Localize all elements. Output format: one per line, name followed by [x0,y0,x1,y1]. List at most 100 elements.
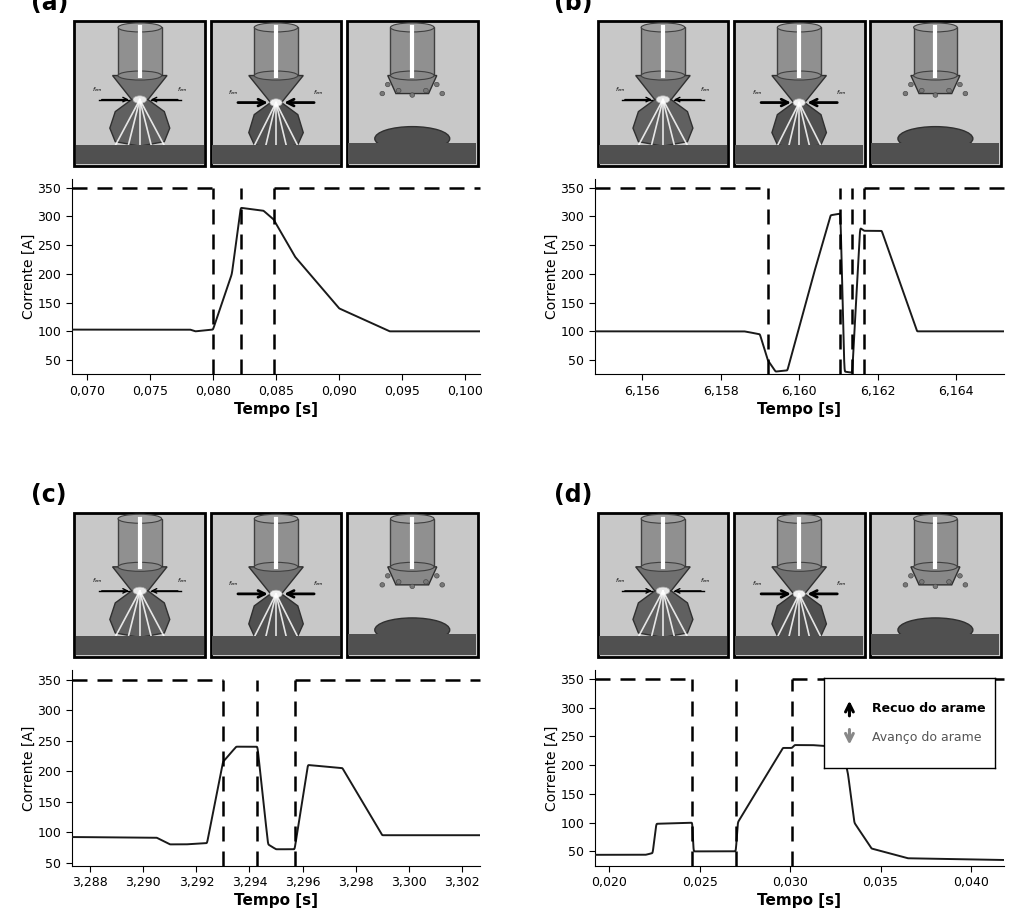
Ellipse shape [396,88,401,93]
Bar [598,21,728,166]
Ellipse shape [920,88,925,93]
Polygon shape [249,594,303,640]
Ellipse shape [410,93,415,98]
Bar [641,519,685,566]
X-axis label: Tempo [s]: Tempo [s] [757,402,841,417]
Ellipse shape [440,91,444,96]
Ellipse shape [390,514,434,523]
Ellipse shape [963,583,968,587]
Text: $f_{em}$: $f_{em}$ [699,85,711,94]
Ellipse shape [933,584,938,589]
Bar [347,513,477,657]
Polygon shape [110,99,170,146]
Text: (a): (a) [31,0,69,16]
Text: $f_{em}$: $f_{em}$ [752,579,762,588]
Bar [871,635,999,656]
Ellipse shape [777,71,821,80]
Polygon shape [113,566,167,591]
Ellipse shape [118,563,162,571]
Text: $f_{em}$: $f_{em}$ [615,576,626,585]
Bar [390,519,434,566]
Ellipse shape [946,579,951,584]
Ellipse shape [390,23,434,32]
Ellipse shape [777,514,821,523]
Text: $f_{em}$: $f_{em}$ [92,85,103,94]
Ellipse shape [913,514,957,523]
Ellipse shape [777,563,821,571]
Ellipse shape [946,88,951,93]
Ellipse shape [434,574,439,578]
X-axis label: Tempo [s]: Tempo [s] [234,893,318,908]
Text: $f_{em}$: $f_{em}$ [228,579,240,588]
Ellipse shape [118,71,162,80]
Text: $f_{em}$: $f_{em}$ [176,576,187,585]
Ellipse shape [380,91,385,96]
Bar [347,21,477,166]
Ellipse shape [913,563,957,571]
Ellipse shape [254,514,298,523]
Bar [348,143,476,164]
Text: $f_{em}$: $f_{em}$ [615,85,626,94]
Ellipse shape [118,514,162,523]
Ellipse shape [375,618,450,642]
Ellipse shape [656,96,670,103]
Bar [76,145,204,164]
Text: $f_{em}$: $f_{em}$ [176,85,187,94]
Ellipse shape [390,563,434,571]
Ellipse shape [793,590,805,598]
Polygon shape [772,566,826,594]
Bar [734,21,864,166]
Ellipse shape [898,126,973,151]
Bar [599,145,727,164]
Polygon shape [911,76,959,94]
Ellipse shape [920,579,925,584]
Ellipse shape [385,574,390,578]
Text: $f_{em}$: $f_{em}$ [699,576,711,585]
Ellipse shape [908,82,913,87]
Polygon shape [633,99,693,146]
Ellipse shape [375,126,450,151]
Y-axis label: Corrente [A]: Corrente [A] [545,234,559,320]
X-axis label: Tempo [s]: Tempo [s] [234,402,318,417]
Ellipse shape [898,618,973,642]
Bar [211,513,341,657]
Ellipse shape [913,71,957,80]
Ellipse shape [270,99,283,106]
X-axis label: Tempo [s]: Tempo [s] [757,893,841,908]
Ellipse shape [641,71,685,80]
Ellipse shape [903,583,908,587]
Ellipse shape [385,82,390,87]
Polygon shape [388,76,437,94]
Ellipse shape [933,93,938,98]
Ellipse shape [380,583,385,587]
Polygon shape [110,591,170,637]
Bar [599,636,727,656]
Bar [211,21,341,166]
Ellipse shape [424,88,428,93]
Polygon shape [633,591,693,637]
Bar [76,636,204,656]
Text: $f_{em}$: $f_{em}$ [836,87,847,97]
Polygon shape [772,594,826,640]
Ellipse shape [777,23,821,32]
Bar [870,21,1000,166]
Ellipse shape [957,574,963,578]
Ellipse shape [434,82,439,87]
Text: $f_{em}$: $f_{em}$ [228,87,240,97]
Bar [254,519,298,566]
Text: $f_{em}$: $f_{em}$ [313,87,324,97]
Bar [348,635,476,656]
Ellipse shape [656,587,670,595]
Ellipse shape [963,91,968,96]
Y-axis label: Corrente [A]: Corrente [A] [22,234,36,320]
Ellipse shape [903,91,908,96]
Bar [75,513,205,657]
Ellipse shape [410,584,415,589]
Bar [254,28,298,76]
Text: (d): (d) [554,483,592,507]
Ellipse shape [957,82,963,87]
Bar [777,28,821,76]
Ellipse shape [440,583,444,587]
Bar [212,145,340,164]
Ellipse shape [793,99,805,106]
